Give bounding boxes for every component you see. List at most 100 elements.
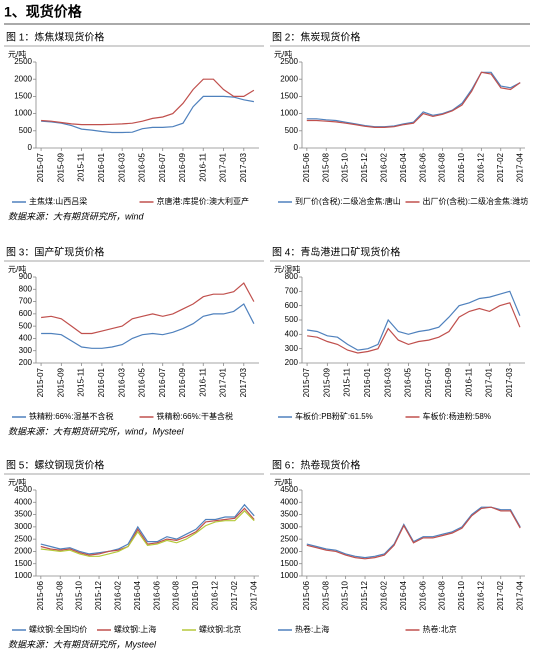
legend-label: 螺纹钢:北京	[199, 624, 241, 634]
x-tick-label: 2015-08	[321, 152, 330, 182]
y-tick-label: 4000	[280, 497, 298, 506]
y-tick-label: 1000	[14, 571, 32, 580]
y-tick-label: 3500	[14, 510, 32, 519]
x-tick-label: 2016-02	[380, 580, 389, 610]
x-tick-label: 2016-06	[418, 580, 427, 610]
y-tick-label: 900	[19, 272, 33, 281]
y-tick-label: 0	[294, 143, 299, 152]
x-tick-label: 2016-10	[191, 580, 200, 610]
x-tick-label: 2015-11	[343, 367, 352, 396]
x-tick-label: 2016-01	[97, 367, 106, 397]
x-tick-label: 2016-05	[138, 367, 147, 397]
x-tick-label: 2017-03	[239, 152, 248, 182]
chart-title: 图 1：炼焦煤现货价格	[6, 31, 104, 44]
x-tick-label: 2017-03	[239, 367, 248, 397]
x-tick-label: 2016-05	[138, 152, 147, 182]
y-tick-label: 2500	[14, 534, 32, 543]
x-tick-label: 2016-10	[457, 152, 466, 182]
y-axis-label: 元/吨	[8, 264, 26, 274]
x-tick-label: 2015-06	[36, 580, 45, 610]
x-tick-label: 2015-07	[36, 152, 45, 182]
y-tick-label: 4500	[14, 485, 32, 494]
x-tick-label: 2015-07	[36, 367, 45, 397]
x-tick-label: 2016-08	[172, 580, 181, 610]
y-tick-label: 2500	[14, 57, 32, 66]
x-tick-label: 2016-10	[457, 580, 466, 610]
y-tick-label: 800	[19, 284, 33, 293]
source-note: 数据来源：大有期货研究所，wind	[8, 211, 145, 221]
legend-label: 螺纹钢:上海	[114, 624, 156, 634]
x-tick-label: 2016-06	[152, 580, 161, 610]
x-tick-label: 2017-04	[515, 152, 524, 182]
y-tick-label: 600	[19, 309, 33, 318]
x-tick-label: 2015-10	[341, 580, 350, 610]
x-tick-label: 2016-02	[114, 580, 123, 610]
legend-label: 出厂价(含税):二级冶金焦:潍坊	[423, 196, 529, 206]
x-tick-label: 2015-06	[302, 152, 311, 182]
x-tick-label: 2016-03	[117, 367, 126, 397]
x-tick-label: 2016-09	[178, 152, 187, 182]
y-tick-label: 2500	[280, 57, 298, 66]
y-tick-label: 200	[19, 358, 33, 367]
x-tick-label: 2017-04	[249, 580, 258, 610]
y-tick-label: 500	[19, 321, 33, 330]
source-note: 数据来源：大有期货研究所，wind，Mysteel	[8, 426, 185, 436]
y-axis-label: 元/湿吨	[274, 264, 300, 274]
x-tick-label: 2017-01	[219, 367, 228, 397]
x-tick-label: 2016-07	[158, 367, 167, 397]
legend-label: 铁精粉:66%:干基含税	[157, 411, 233, 421]
x-tick-label: 2016-05	[404, 367, 413, 397]
x-tick-label: 2015-12	[94, 580, 103, 610]
y-tick-label: 500	[285, 126, 299, 135]
x-tick-label: 2015-12	[360, 580, 369, 610]
y-tick-label: 800	[285, 272, 299, 281]
y-tick-label: 700	[285, 286, 299, 295]
x-tick-label: 2016-09	[178, 367, 187, 397]
x-tick-label: 2015-12	[360, 152, 369, 182]
y-tick-label: 2000	[280, 74, 298, 83]
x-tick-label: 2015-09	[56, 367, 65, 397]
y-tick-label: 3000	[280, 522, 298, 531]
x-tick-label: 2016-04	[399, 152, 408, 182]
y-axis-label: 元/吨	[274, 477, 292, 487]
legend-label: 到厂价(含税):二级冶金焦:唐山	[295, 196, 401, 206]
x-tick-label: 2016-08	[438, 580, 447, 610]
page-title: 1、现货价格	[4, 4, 83, 20]
chart-title: 图 2：焦炭现货价格	[272, 31, 360, 44]
y-tick-label: 700	[19, 297, 33, 306]
x-tick-label: 2017-01	[219, 152, 228, 182]
series-line	[307, 290, 521, 351]
y-tick-label: 1500	[280, 559, 298, 568]
y-tick-label: 1000	[280, 109, 298, 118]
x-tick-label: 2015-08	[55, 580, 64, 610]
y-tick-label: 3500	[280, 510, 298, 519]
x-tick-label: 2017-02	[496, 580, 505, 610]
y-tick-label: 0	[28, 143, 33, 152]
series-line	[307, 302, 521, 354]
y-tick-label: 500	[19, 126, 33, 135]
x-tick-label: 2016-11	[198, 367, 207, 396]
legend-label: 主焦煤:山西吕梁	[29, 196, 87, 206]
x-tick-label: 2016-04	[133, 580, 142, 610]
chart-title: 图 4：青岛港进口矿现货价格	[272, 246, 400, 259]
chart-title: 图 6：热卷现货价格	[272, 459, 360, 472]
y-tick-label: 1000	[280, 571, 298, 580]
x-tick-label: 2017-02	[496, 152, 505, 182]
legend-label: 车板价:PB粉矿:61.5%	[295, 411, 373, 421]
y-tick-label: 3000	[14, 522, 32, 531]
x-tick-label: 2016-01	[97, 152, 106, 182]
source-note: 数据来源：大有期货研究所，Mysteel	[8, 639, 157, 649]
series-line	[41, 95, 255, 134]
x-tick-label: 2017-03	[505, 367, 514, 397]
chart-title: 图 5：螺纹钢现货价格	[6, 459, 104, 472]
y-tick-label: 300	[285, 344, 299, 353]
y-tick-label: 4500	[280, 485, 298, 494]
y-tick-label: 2000	[280, 547, 298, 556]
y-tick-label: 300	[19, 346, 33, 355]
x-tick-label: 2017-04	[515, 580, 524, 610]
legend-label: 热卷:北京	[423, 624, 457, 634]
series-line	[40, 507, 255, 556]
x-tick-label: 2016-06	[418, 152, 427, 182]
x-tick-label: 2016-07	[424, 367, 433, 397]
